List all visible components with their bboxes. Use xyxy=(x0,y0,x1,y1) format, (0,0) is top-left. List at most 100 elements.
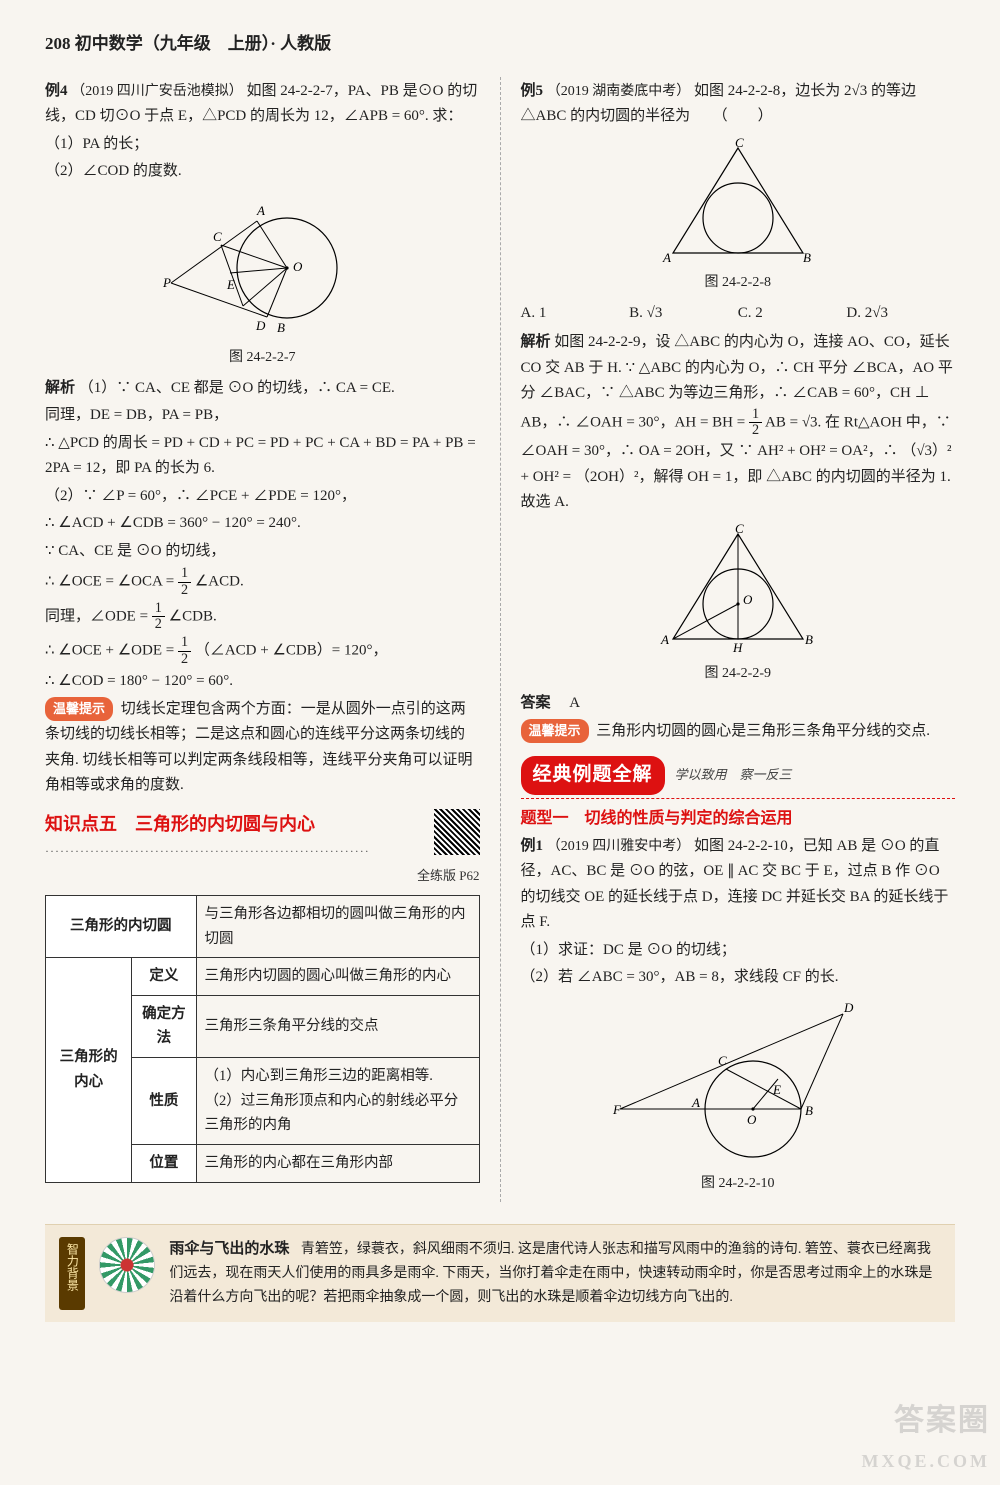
svg-text:B: B xyxy=(805,1103,813,1118)
kp5-dots: ········································… xyxy=(45,844,370,858)
footer-side-label: 智力背景 xyxy=(59,1237,85,1310)
kp5-title: 知识点五 三角形的内切圆与内心 xyxy=(45,809,480,840)
knowledge-table: 三角形的内切圆 与三角形各边都相切的圆叫做三角形的内切圆 三角形的内心 定义 三… xyxy=(45,895,480,1183)
figure9-caption: 图 24-2-2-9 xyxy=(521,662,956,686)
sol4-line10: ∴ ∠COD = 180° − 120° = 60°. xyxy=(45,669,480,695)
figure7-caption: 图 24-2-2-7 xyxy=(45,346,480,370)
svg-text:B: B xyxy=(805,632,813,647)
figure-24-2-2-10: F A O B C D E 图 24-2-2-10 xyxy=(521,999,956,1196)
table-row: 三角形的内切圆 与三角形各边都相切的圆叫做三角形的内切圆 xyxy=(46,895,480,957)
table-cell: 三角形的内心都在三角形内部 xyxy=(196,1145,479,1183)
right-column: 例5 （2019 湖南娄底中考） 如图 24-2-2-8，边长为 2√3 的等边… xyxy=(521,77,956,1202)
svg-text:A: A xyxy=(660,632,669,647)
table-subhead: 位置 xyxy=(132,1145,196,1183)
footer-title: 雨伞与飞出的水珠 xyxy=(169,1241,289,1257)
svg-text:E: E xyxy=(772,1082,781,1097)
sol4-line6: ∵ CA、CE 是 ⊙O 的切线， xyxy=(45,539,480,565)
table-cell: 与三角形各边都相切的圆叫做三角形的内切圆 xyxy=(196,895,479,957)
umbrella-pattern-icon xyxy=(99,1237,155,1293)
table-cell: （1）内心到三角形三边的距离相等. （2）过三角形顶点和内心的射线必平分三角形的… xyxy=(196,1058,479,1145)
figure-24-2-2-7: A C P E D B O 图 24-2-2-7 xyxy=(45,193,480,370)
table-subhead: 定义 xyxy=(132,958,196,996)
red-underline xyxy=(521,798,956,799)
sol4-line5: ∴ ∠ACD + ∠CDB = 360° − 120° = 240°. xyxy=(45,511,480,537)
svg-text:D: D xyxy=(843,1000,854,1015)
watermark-line1: 答案圈 xyxy=(894,1404,990,1437)
fraction-half: 12 xyxy=(152,601,165,633)
example1-q2: （2）若 ∠ABC = 30°，AB = 8，求线段 CF 的长. xyxy=(521,965,956,991)
page-title: 初中数学（九年级 上册）· 人教版 xyxy=(75,34,331,53)
example5-options: A. 1 B. √3 C. 2 D. 2√3 xyxy=(521,301,956,327)
hint4-pill: 温馨提示 xyxy=(45,697,113,721)
big-section-sub: 学以致用 察一反三 xyxy=(675,764,792,786)
example5-label: 例5 xyxy=(521,83,544,99)
figure-24-2-2-8: C A B 图 24-2-2-8 xyxy=(521,138,956,295)
table-head-incircle: 三角形的内切圆 xyxy=(46,895,197,957)
example1-q1: （1）求证：DC 是 ⊙O 的切线； xyxy=(521,938,956,964)
sol5-body: 解析 如图 24-2-2-9，设 △ABC 的内心为 O，连接 AO、CO，延长… xyxy=(521,330,956,515)
figure9-svg: C A B O H xyxy=(653,524,823,659)
svg-text:B: B xyxy=(803,250,811,265)
example4-source: （2019 四川广安岳池模拟） xyxy=(71,84,243,99)
figure7-svg: A C P E D B O xyxy=(157,193,367,343)
big-section-header: 经典例题全解 学以致用 察一反三 xyxy=(521,756,956,794)
svg-text:P: P xyxy=(162,275,171,290)
table-head-incenter: 三角形的内心 xyxy=(46,958,132,1182)
svg-text:O: O xyxy=(293,259,303,274)
figure-24-2-2-9: C A B O H 图 24-2-2-9 xyxy=(521,524,956,686)
svg-text:D: D xyxy=(255,318,266,333)
svg-text:C: C xyxy=(735,524,744,536)
example5-stem: 例5 （2019 湖南娄底中考） 如图 24-2-2-8，边长为 2√3 的等边… xyxy=(521,79,956,130)
sol4-label: 解析 xyxy=(45,380,75,396)
hint5: 温馨提示 三角形内切圆的圆心是三角形三条角平分线的交点. xyxy=(521,719,956,745)
example4-stem: 例4 （2019 四川广安岳池模拟） 如图 24-2-2-7，PA、PB 是⊙O… xyxy=(45,79,480,130)
svg-text:F: F xyxy=(612,1102,622,1117)
answer5: 答案 A xyxy=(521,691,956,717)
answer5-label: 答案 xyxy=(521,695,551,711)
watermark: 答案圈 MXQE.COM xyxy=(862,1395,990,1477)
svg-text:H: H xyxy=(732,640,743,655)
option-b: B. √3 xyxy=(629,301,738,327)
fraction-half: 12 xyxy=(178,635,191,667)
fraction-half: 12 xyxy=(749,407,762,439)
sol5-label: 解析 xyxy=(521,334,551,350)
figure10-caption: 图 24-2-2-10 xyxy=(521,1172,956,1196)
option-a: A. 1 xyxy=(521,301,630,327)
sol4-line2: 同理，DE = DB，PA = PB， xyxy=(45,403,480,429)
svg-text:B: B xyxy=(277,320,285,335)
hint5-text: 三角形内切圆的圆心是三角形三条角平分线的交点. xyxy=(596,723,930,739)
example4-label: 例4 xyxy=(45,83,68,99)
svg-text:O: O xyxy=(747,1112,757,1127)
watermark-line2: MXQE.COM xyxy=(862,1446,990,1477)
example4-q1: （1）PA 的长； xyxy=(45,132,480,158)
svg-text:A: A xyxy=(662,250,671,265)
sol4-line4: （2）∵ ∠P = 60°，∴ ∠PCE + ∠PDE = 120°， xyxy=(45,484,480,510)
example1-stem: 例1 （2019 四川雅安中考） 如图 24-2-2-10，已知 AB 是 ⊙O… xyxy=(521,834,956,936)
svg-text:E: E xyxy=(226,277,235,292)
page-header: 208 初中数学（九年级 上册）· 人教版 xyxy=(45,30,955,63)
table-cell: 三角形三条角平分线的交点 xyxy=(196,995,479,1057)
svg-text:C: C xyxy=(718,1053,727,1068)
example1-source: （2019 四川雅安中考） xyxy=(547,839,691,854)
svg-text:O: O xyxy=(743,592,753,607)
option-d: D. 2√3 xyxy=(846,301,955,327)
qr-code-icon xyxy=(434,809,480,855)
svg-text:C: C xyxy=(213,229,222,244)
kp5-sub: 全练版 P62 xyxy=(417,865,479,887)
svg-text:A: A xyxy=(691,1095,700,1110)
example1-label: 例1 xyxy=(521,838,544,854)
kp5-dots-row: ········································… xyxy=(45,839,480,865)
footer-text: 雨伞与飞出的水珠 青箬笠，绿蓑衣，斜风细雨不须归. 这是唐代诗人张志和描写风雨中… xyxy=(169,1237,941,1310)
fraction-half: 12 xyxy=(178,566,191,598)
table-cell: 三角形内切圆的圆心叫做三角形的内心 xyxy=(196,958,479,996)
page-number: 208 xyxy=(45,34,71,53)
table-subhead: 确定方法 xyxy=(132,995,196,1057)
left-column: 例4 （2019 四川广安岳池模拟） 如图 24-2-2-7，PA、PB 是⊙O… xyxy=(45,77,480,1202)
figure8-caption: 图 24-2-2-8 xyxy=(521,271,956,295)
big-section-badge: 经典例题全解 xyxy=(521,756,665,794)
option-c: C. 2 xyxy=(738,301,847,327)
footer-trivia-box: 智力背景 雨伞与飞出的水珠 青箬笠，绿蓑衣，斜风细雨不须归. 这是唐代诗人张志和… xyxy=(45,1224,955,1322)
svg-text:C: C xyxy=(735,138,744,150)
sol4-line9: ∴ ∠OCE + ∠ODE = 12 （∠ACD + ∠CDB）= 120°， xyxy=(45,635,480,667)
hint4: 温馨提示 切线长定理包含两个方面：一是从圆外一点引的这两条切线的切线长相等；二是… xyxy=(45,697,480,799)
